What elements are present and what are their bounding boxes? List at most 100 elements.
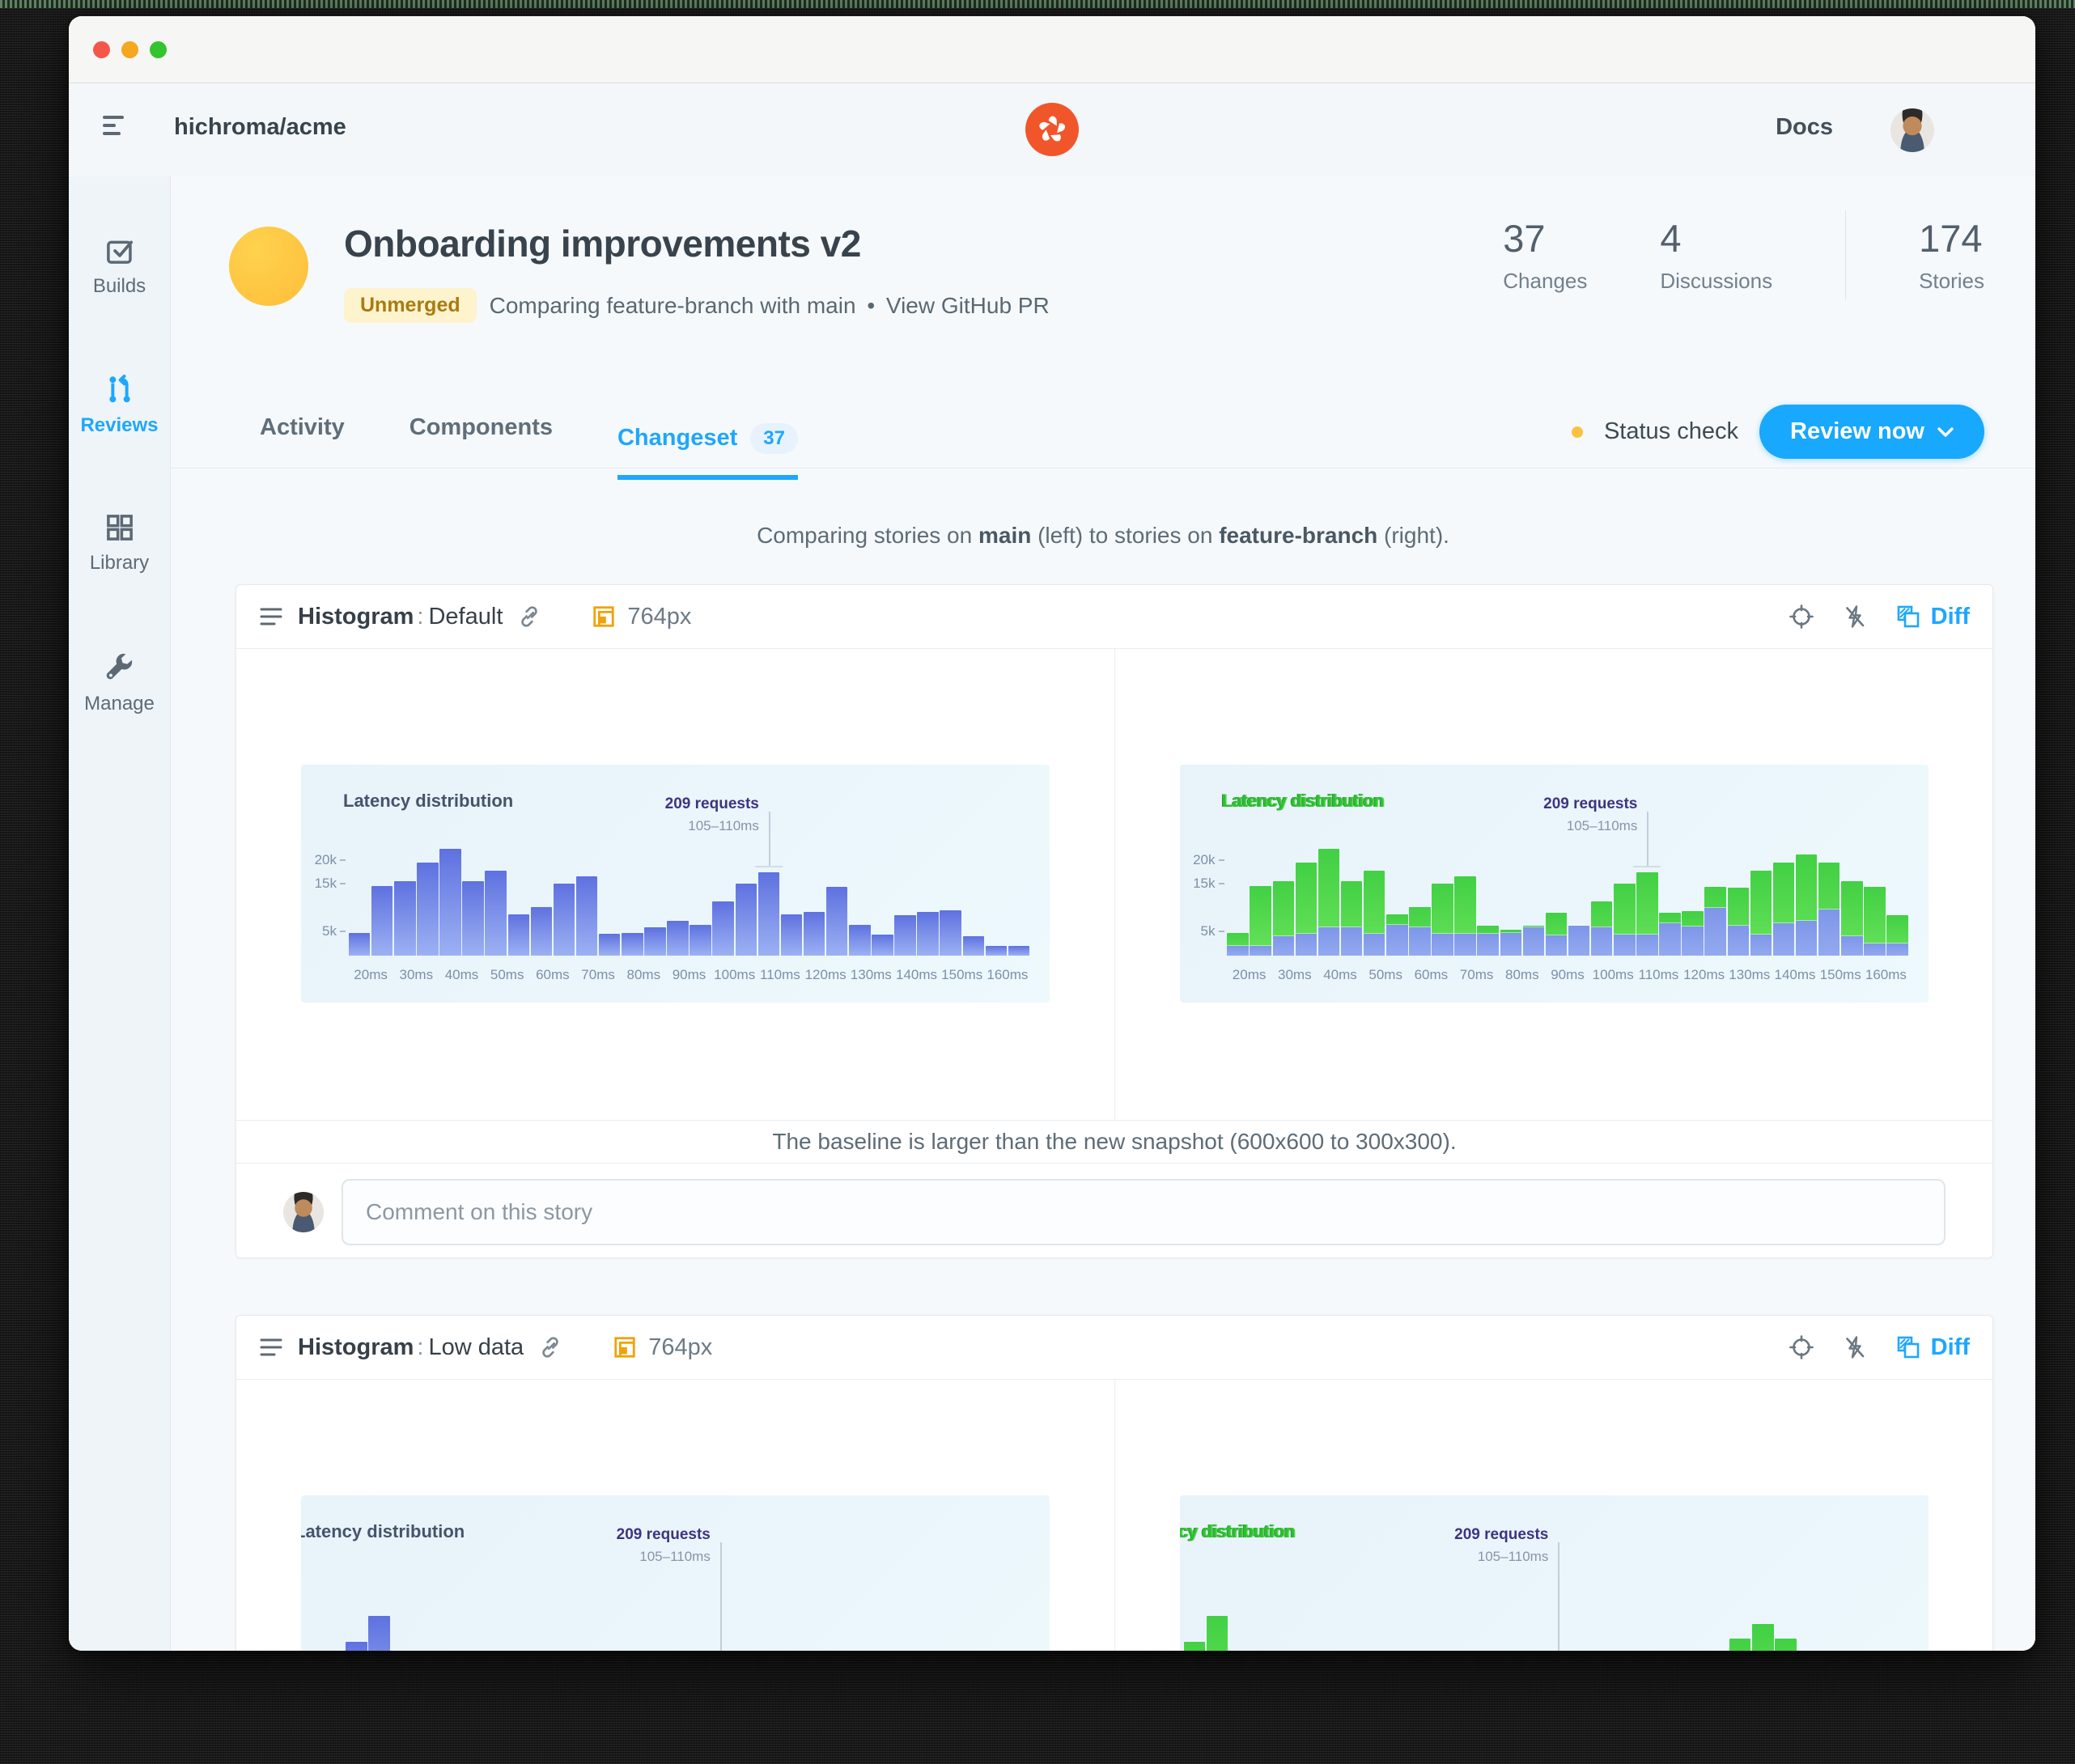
x-axis-tick: 140ms bbox=[1774, 967, 1816, 982]
review-stats: 37 Changes 4 Discussions 174 Stories bbox=[1430, 210, 1984, 299]
sidebar: Builds Reviews Library bbox=[69, 176, 171, 1651]
builds-checkbox-icon bbox=[106, 240, 133, 264]
review-now-button[interactable]: Review now bbox=[1759, 405, 1984, 459]
x-axis-tick: 80ms bbox=[626, 967, 661, 982]
chart-title: Latency distribution bbox=[1221, 791, 1385, 811]
flash-off-icon[interactable] bbox=[1842, 604, 1868, 630]
annotation-label: 209 requests bbox=[1543, 795, 1638, 812]
x-axis-tick: 30ms bbox=[399, 967, 434, 982]
sidebar-item-builds[interactable]: Builds bbox=[69, 235, 170, 298]
annotation-label: 209 requests bbox=[616, 1526, 711, 1543]
diff-toggle[interactable]: Diff bbox=[1895, 1334, 1970, 1361]
link-icon[interactable] bbox=[538, 1335, 562, 1359]
x-axis-tick: 60ms bbox=[1414, 967, 1449, 982]
status-check-label[interactable]: Status check bbox=[1603, 418, 1738, 444]
annotation-pointer-line bbox=[1558, 1542, 1560, 1651]
y-axis-tick-mark bbox=[340, 931, 346, 933]
docs-link[interactable]: Docs bbox=[1776, 114, 1833, 140]
histogram-bar bbox=[1183, 1642, 1205, 1651]
y-axis-tick: 20k bbox=[1193, 851, 1216, 867]
viewport-icon bbox=[614, 1337, 635, 1358]
x-axis-tick: 70ms bbox=[581, 967, 615, 982]
y-axis-tick-mark bbox=[340, 883, 346, 885]
histogram-bar bbox=[1727, 925, 1749, 956]
histogram-bar bbox=[917, 912, 939, 956]
x-axis-tick: 70ms bbox=[1459, 967, 1494, 982]
chromatic-logo-icon[interactable] bbox=[1025, 103, 1079, 156]
y-axis-tick: 5k bbox=[322, 923, 337, 939]
y-axis-tick-mark bbox=[1218, 859, 1224, 861]
close-window-icon[interactable] bbox=[93, 41, 110, 58]
baseline-snapshot[interactable]: Latency distribution20k15k5k20ms30ms40ms… bbox=[236, 1380, 1114, 1651]
viewport-size[interactable]: 764px bbox=[648, 1334, 713, 1360]
histogram-bar bbox=[485, 870, 507, 956]
x-axis-tick: 150ms bbox=[1819, 967, 1861, 982]
histogram-bar bbox=[1841, 935, 1863, 956]
minimize-window-icon[interactable] bbox=[121, 41, 138, 58]
commenter-avatar bbox=[283, 1191, 324, 1232]
histogram-bar bbox=[1477, 934, 1499, 956]
stat-discussions: 4 Discussions bbox=[1660, 217, 1773, 293]
comment-input[interactable]: Comment on this story bbox=[342, 1178, 1946, 1245]
histogram-bar bbox=[849, 925, 871, 956]
story-title[interactable]: Histogram: Default bbox=[298, 603, 503, 630]
histogram-bar bbox=[1886, 943, 1908, 956]
tab-changeset[interactable]: Changeset 37 bbox=[617, 422, 798, 480]
histogram-bar bbox=[1318, 927, 1340, 956]
x-axis-tick: 50ms bbox=[490, 967, 524, 982]
histogram-bar bbox=[598, 934, 621, 956]
viewport-size[interactable]: 764px bbox=[627, 603, 692, 630]
x-axis-tick: 40ms bbox=[1323, 967, 1357, 982]
flash-off-icon[interactable] bbox=[1842, 1334, 1868, 1360]
org-name[interactable]: hichroma/acme bbox=[174, 114, 346, 140]
snapshot-image-new-diff: Latency distribution20k15k5k20ms30ms40ms… bbox=[1179, 1495, 1929, 1651]
diff-toggle[interactable]: Diff bbox=[1895, 604, 1970, 630]
new-snapshot[interactable]: Latency distribution20k15k5k20ms30ms40ms… bbox=[1114, 1380, 1993, 1651]
link-icon[interactable] bbox=[517, 604, 541, 629]
github-pr-link[interactable]: View GitHub PR bbox=[885, 292, 1050, 318]
histogram-bar bbox=[1409, 927, 1431, 956]
story-title[interactable]: Histogram: Low data bbox=[298, 1334, 524, 1360]
pull-request-icon bbox=[108, 374, 130, 403]
story-align-icon bbox=[260, 1338, 282, 1356]
menu-icon[interactable] bbox=[103, 116, 130, 143]
histogram-bar bbox=[690, 924, 711, 956]
stat-stories: 174 Stories bbox=[1919, 217, 1984, 293]
status-dot-icon bbox=[1571, 426, 1583, 438]
x-axis-tick: 130ms bbox=[850, 967, 892, 982]
comment-row: Comment on this story bbox=[236, 1164, 1992, 1257]
histogram-bar bbox=[622, 932, 643, 956]
y-axis-tick: 15k bbox=[1193, 876, 1216, 892]
diff-icon bbox=[1897, 605, 1919, 628]
inspect-target-icon[interactable] bbox=[1789, 604, 1814, 630]
top-navigation-bar: hichroma/acme Docs bbox=[69, 83, 2035, 177]
annotation-range: 105–110ms bbox=[1477, 1549, 1549, 1564]
user-avatar[interactable] bbox=[1890, 108, 1934, 152]
chevron-down-icon bbox=[1937, 426, 1954, 437]
histogram-bar bbox=[575, 876, 598, 956]
story-card-histogram-low-data: Histogram: Low data 764px bbox=[236, 1315, 1993, 1651]
y-axis-tick-mark bbox=[1218, 931, 1224, 933]
zoom-window-icon[interactable] bbox=[150, 41, 167, 58]
histogram-bar bbox=[825, 886, 848, 956]
histogram-bar bbox=[1659, 923, 1681, 956]
histogram-bar bbox=[462, 881, 484, 956]
inspect-target-icon[interactable] bbox=[1789, 1334, 1814, 1360]
annotation-label: 209 requests bbox=[664, 795, 759, 812]
sidebar-item-manage[interactable]: Manage bbox=[69, 651, 170, 715]
histogram-bar bbox=[1250, 946, 1271, 956]
tab-components[interactable]: Components bbox=[409, 414, 553, 440]
histogram-bar bbox=[530, 906, 553, 956]
histogram-bar bbox=[985, 946, 1008, 956]
sidebar-item-reviews[interactable]: Reviews bbox=[69, 372, 170, 437]
x-axis-tick: 150ms bbox=[941, 967, 983, 982]
histogram-bar bbox=[757, 872, 780, 956]
x-axis-tick: 20ms bbox=[354, 967, 388, 982]
tab-activity[interactable]: Activity bbox=[260, 414, 345, 440]
story-card-header: Histogram: Low data 764px bbox=[236, 1316, 1992, 1380]
histogram-bar bbox=[962, 935, 984, 956]
sidebar-item-library[interactable]: Library bbox=[69, 511, 170, 575]
